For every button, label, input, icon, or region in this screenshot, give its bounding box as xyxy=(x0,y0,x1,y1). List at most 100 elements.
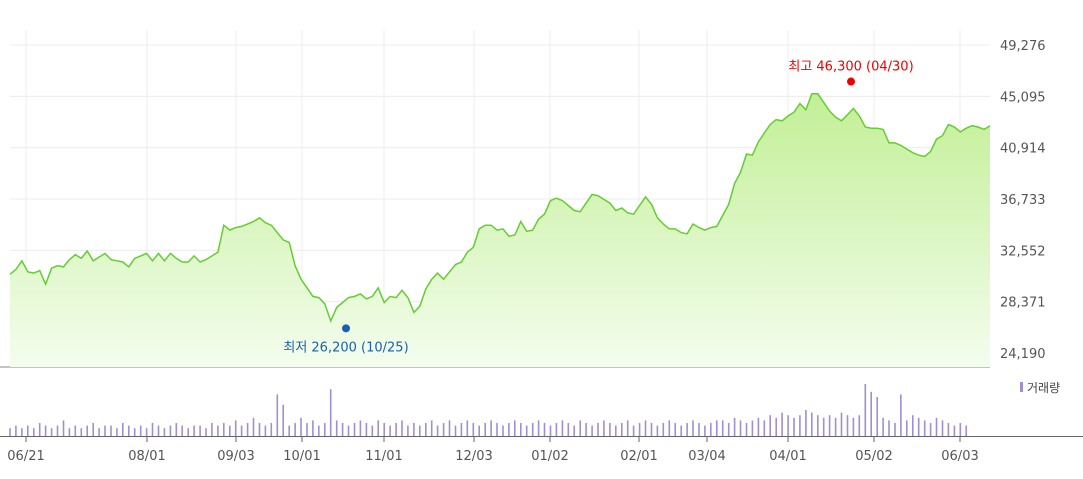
volume-bar xyxy=(912,415,914,436)
volume-bar xyxy=(674,423,676,436)
y-tick-label: 49,276 xyxy=(1000,39,1046,54)
volume-bar xyxy=(555,423,558,436)
volume-bar xyxy=(128,425,130,436)
volume-bar xyxy=(110,425,112,436)
volume-bar xyxy=(324,423,326,436)
volume-bar xyxy=(163,428,166,436)
volume-bar xyxy=(597,423,599,436)
volume-bar xyxy=(33,428,35,436)
volume-bar xyxy=(704,425,706,436)
volume-bar xyxy=(276,394,279,436)
low-label: 최저 26,200 (10/25) xyxy=(283,340,408,355)
volume-bar xyxy=(44,425,47,436)
volume-bar xyxy=(335,420,338,436)
volume-bar xyxy=(733,417,736,436)
volume-bar xyxy=(74,425,77,436)
volume-bar xyxy=(448,420,451,436)
volume-bar xyxy=(514,420,516,436)
volume-bar xyxy=(579,420,581,436)
volume-bar xyxy=(472,423,475,436)
volume-bar xyxy=(413,423,415,436)
low-marker xyxy=(342,324,350,333)
y-tick-label: 40,914 xyxy=(1000,142,1046,157)
volume-bar xyxy=(828,415,831,436)
volume-bar xyxy=(306,423,308,436)
volume-bar xyxy=(520,423,522,436)
volume-bar xyxy=(573,425,575,436)
volume-bar xyxy=(745,423,748,436)
volume-bar xyxy=(371,425,374,436)
volume-bar xyxy=(98,428,100,436)
volume-bar xyxy=(430,420,433,436)
x-tick-label: 11/01 xyxy=(365,449,402,464)
volume-bar xyxy=(258,423,261,436)
volume-bar xyxy=(294,423,296,436)
volume-bar xyxy=(888,420,890,436)
x-tick-label: 05/02 xyxy=(855,449,892,464)
volume-bar xyxy=(223,423,225,436)
volume-bar xyxy=(751,420,754,436)
volume-bar xyxy=(769,415,771,436)
price-axis: 49,276 45,095 40,914 36,733 32,552 28,371 24,1… xyxy=(1000,39,1046,362)
volume-bar xyxy=(585,423,587,436)
volume-bar xyxy=(757,417,760,436)
volume-bar xyxy=(38,423,41,436)
volume-bar xyxy=(377,420,379,436)
volume-bar xyxy=(680,425,682,436)
volume-bar xyxy=(508,423,510,436)
volume-bar xyxy=(211,423,213,436)
y-tick-label: 28,371 xyxy=(1000,296,1046,311)
volume-bar xyxy=(537,420,540,436)
volume-bar xyxy=(923,420,926,436)
volume-bar xyxy=(626,420,629,436)
y-tick-label: 36,733 xyxy=(1000,193,1046,208)
volume-bar xyxy=(959,423,962,436)
volume-bar xyxy=(288,425,290,436)
volume-bar xyxy=(246,423,249,436)
x-tick-label: 10/01 xyxy=(283,449,320,464)
volume-bar xyxy=(419,425,421,436)
volume-bar xyxy=(181,425,183,436)
x-tick-label: 03/04 xyxy=(688,449,725,464)
volume-bar xyxy=(92,423,94,436)
volume-bar xyxy=(347,425,350,436)
volume-bar xyxy=(947,423,950,436)
volume-bars xyxy=(0,384,1083,437)
high-marker xyxy=(847,77,855,86)
volume-bar xyxy=(591,425,593,436)
volume-bar xyxy=(603,420,605,436)
volume-bar xyxy=(139,425,142,436)
volume-bar xyxy=(193,425,195,436)
volume-bar xyxy=(466,420,469,436)
volume-bar xyxy=(454,425,457,436)
volume-bar xyxy=(157,425,160,436)
volume-bar xyxy=(692,420,694,436)
volume-bar xyxy=(656,425,659,436)
volume-bar xyxy=(846,415,849,436)
volume-bar xyxy=(834,417,837,436)
volume-bar xyxy=(205,428,207,436)
volume-bar xyxy=(900,394,902,436)
high-low-annotations: 최고 46,300 (04/30) 최저 26,200 (10/25) xyxy=(283,60,913,356)
volume-bar xyxy=(389,425,391,436)
volume-bar xyxy=(318,425,320,436)
volume-bar xyxy=(56,425,59,436)
volume-bar xyxy=(567,423,570,436)
volume-bar xyxy=(359,420,362,436)
volume-bar xyxy=(805,410,807,436)
y-tick-label: 32,552 xyxy=(1000,244,1046,259)
volume-bar xyxy=(68,428,71,436)
volume-bar xyxy=(817,415,819,436)
volume-bar xyxy=(133,428,136,436)
volume-bar xyxy=(300,417,302,436)
volume-bar xyxy=(793,417,795,436)
volume-bar xyxy=(822,417,825,436)
volume-bar xyxy=(199,425,201,436)
volume-bar xyxy=(490,420,492,436)
volume-bar xyxy=(698,423,700,436)
volume-bar xyxy=(80,428,83,436)
volume-bar xyxy=(407,425,409,436)
volume-bar xyxy=(953,425,956,436)
volume-bar xyxy=(353,423,356,436)
